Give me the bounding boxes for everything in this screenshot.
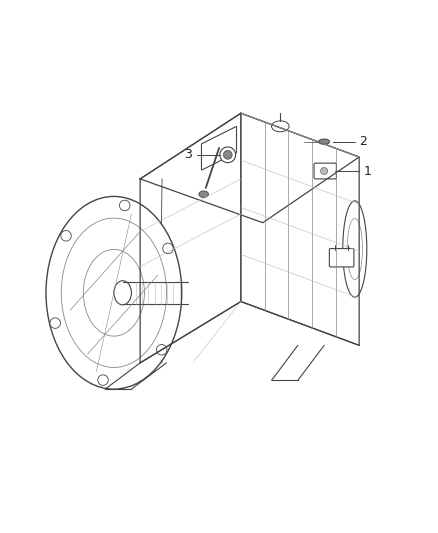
Circle shape [162, 243, 173, 254]
Circle shape [98, 375, 108, 385]
Circle shape [120, 200, 130, 211]
Circle shape [61, 231, 71, 241]
Text: 2: 2 [360, 135, 367, 148]
Text: 3: 3 [184, 148, 192, 161]
Circle shape [156, 344, 167, 355]
Circle shape [223, 150, 232, 159]
Circle shape [220, 147, 236, 163]
Ellipse shape [272, 121, 289, 132]
Ellipse shape [343, 201, 367, 297]
Circle shape [321, 167, 328, 174]
Ellipse shape [318, 139, 330, 144]
FancyBboxPatch shape [329, 248, 354, 267]
Ellipse shape [199, 191, 208, 198]
Circle shape [50, 318, 60, 328]
Text: 1: 1 [364, 165, 372, 177]
FancyBboxPatch shape [314, 163, 336, 179]
